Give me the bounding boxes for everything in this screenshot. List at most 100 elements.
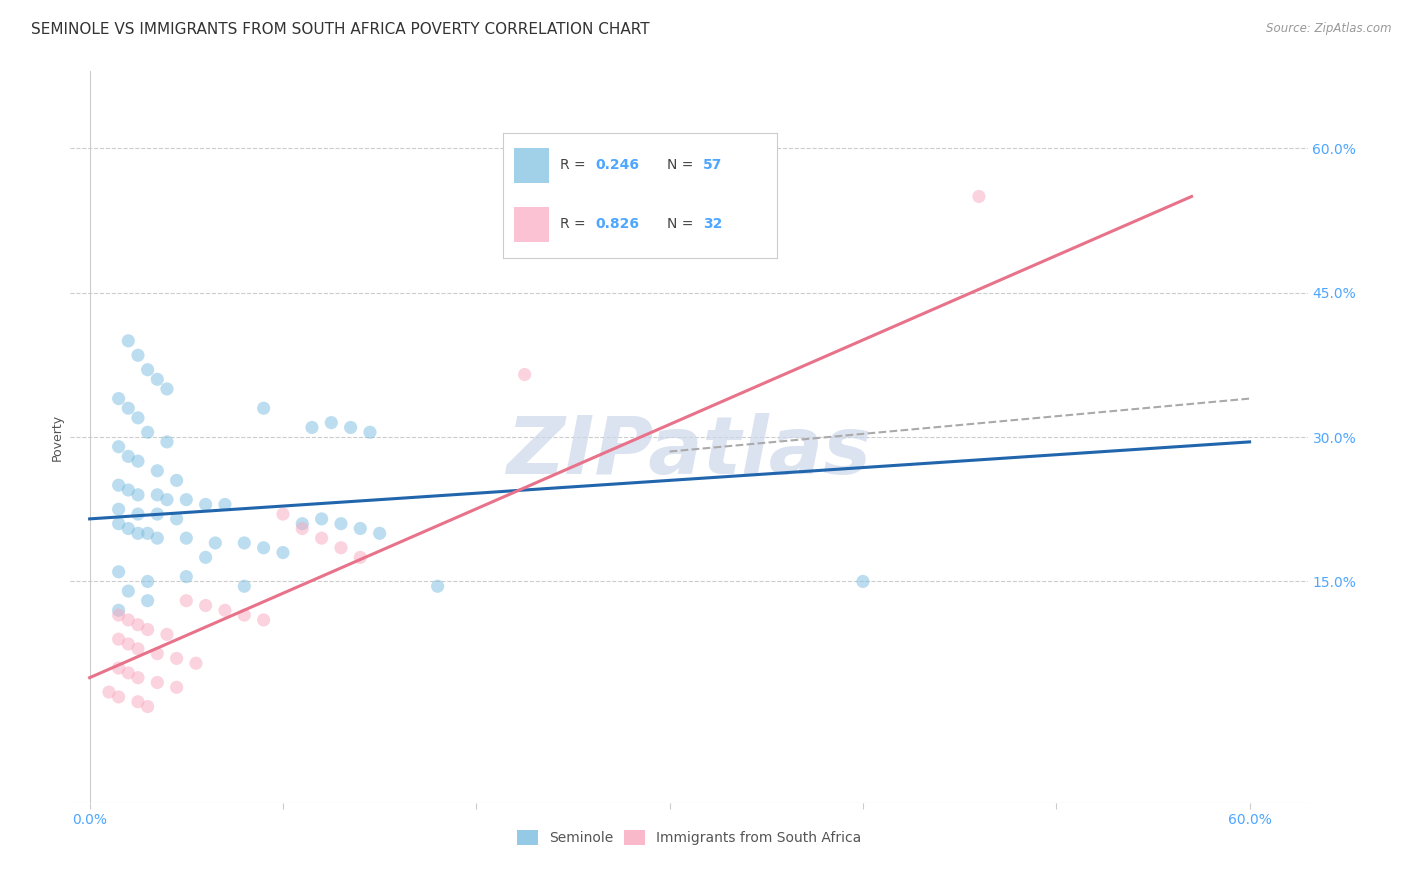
Point bbox=[107, 565, 129, 579]
Point bbox=[330, 516, 353, 531]
Point bbox=[117, 584, 139, 599]
Text: 0.246: 0.246 bbox=[596, 158, 640, 172]
Point bbox=[127, 507, 149, 521]
Point bbox=[107, 502, 129, 516]
Point bbox=[291, 516, 314, 531]
Point bbox=[136, 574, 159, 589]
Point bbox=[194, 599, 217, 613]
Text: 57: 57 bbox=[703, 158, 723, 172]
Point bbox=[127, 454, 149, 468]
FancyBboxPatch shape bbox=[513, 148, 550, 183]
Point bbox=[127, 526, 149, 541]
Point bbox=[146, 507, 169, 521]
Point bbox=[117, 637, 139, 651]
Point bbox=[127, 410, 149, 425]
Point bbox=[127, 488, 149, 502]
Point bbox=[349, 550, 371, 565]
Point bbox=[117, 483, 139, 497]
Point bbox=[107, 690, 129, 704]
Point bbox=[156, 434, 179, 449]
Point bbox=[146, 647, 169, 661]
Point bbox=[174, 531, 197, 545]
Text: R =: R = bbox=[560, 158, 591, 172]
Point bbox=[214, 498, 236, 512]
Point bbox=[174, 593, 197, 607]
Point bbox=[166, 651, 188, 665]
Point bbox=[146, 675, 169, 690]
Point bbox=[513, 368, 536, 382]
Point bbox=[136, 362, 159, 376]
Point bbox=[117, 613, 139, 627]
Point bbox=[146, 531, 169, 545]
Point bbox=[339, 420, 361, 434]
Point bbox=[174, 492, 197, 507]
Point bbox=[359, 425, 381, 440]
Legend: Seminole, Immigrants from South Africa: Seminole, Immigrants from South Africa bbox=[512, 825, 866, 851]
Point bbox=[233, 536, 256, 550]
Point bbox=[107, 478, 129, 492]
FancyBboxPatch shape bbox=[513, 207, 550, 242]
Point bbox=[301, 420, 323, 434]
Point bbox=[136, 526, 159, 541]
Point bbox=[184, 657, 207, 671]
Point bbox=[146, 464, 169, 478]
Point bbox=[321, 416, 343, 430]
Text: SEMINOLE VS IMMIGRANTS FROM SOUTH AFRICA POVERTY CORRELATION CHART: SEMINOLE VS IMMIGRANTS FROM SOUTH AFRICA… bbox=[31, 22, 650, 37]
Point bbox=[174, 569, 197, 583]
Point bbox=[291, 521, 314, 535]
Point bbox=[107, 440, 129, 454]
Point bbox=[852, 574, 875, 589]
Point bbox=[311, 512, 333, 526]
Point bbox=[253, 613, 276, 627]
Point bbox=[107, 603, 129, 617]
Point bbox=[311, 531, 333, 545]
Text: 0.826: 0.826 bbox=[596, 218, 640, 231]
Point bbox=[117, 401, 139, 416]
Text: N =: N = bbox=[666, 218, 697, 231]
Point bbox=[127, 671, 149, 685]
Point bbox=[107, 608, 129, 623]
Point bbox=[127, 641, 149, 656]
Point bbox=[233, 608, 256, 623]
Point bbox=[127, 348, 149, 362]
Point bbox=[349, 521, 371, 535]
Y-axis label: Poverty: Poverty bbox=[51, 414, 63, 460]
Point bbox=[271, 507, 294, 521]
Point bbox=[368, 526, 391, 541]
Point bbox=[194, 550, 217, 565]
Point bbox=[107, 516, 129, 531]
Point bbox=[156, 382, 179, 396]
Text: Source: ZipAtlas.com: Source: ZipAtlas.com bbox=[1267, 22, 1392, 36]
Point bbox=[146, 488, 169, 502]
Point bbox=[146, 372, 169, 386]
Point bbox=[127, 695, 149, 709]
Point bbox=[194, 498, 217, 512]
Point bbox=[233, 579, 256, 593]
Point bbox=[253, 401, 276, 416]
Point bbox=[253, 541, 276, 555]
Point bbox=[107, 392, 129, 406]
Point bbox=[107, 661, 129, 675]
Point bbox=[967, 189, 990, 203]
Point bbox=[166, 681, 188, 695]
Point bbox=[166, 512, 188, 526]
Point bbox=[330, 541, 353, 555]
Point bbox=[136, 425, 159, 440]
Text: 32: 32 bbox=[703, 218, 723, 231]
Point bbox=[127, 617, 149, 632]
Point bbox=[204, 536, 226, 550]
Point bbox=[117, 521, 139, 535]
Point bbox=[136, 593, 159, 607]
Point bbox=[166, 474, 188, 488]
Point bbox=[117, 665, 139, 680]
Point bbox=[136, 623, 159, 637]
Point bbox=[107, 632, 129, 647]
Point bbox=[98, 685, 120, 699]
Point bbox=[136, 699, 159, 714]
Point bbox=[426, 579, 449, 593]
Point bbox=[117, 450, 139, 464]
Point bbox=[214, 603, 236, 617]
Point bbox=[117, 334, 139, 348]
Point bbox=[156, 627, 179, 641]
Point bbox=[271, 545, 294, 559]
